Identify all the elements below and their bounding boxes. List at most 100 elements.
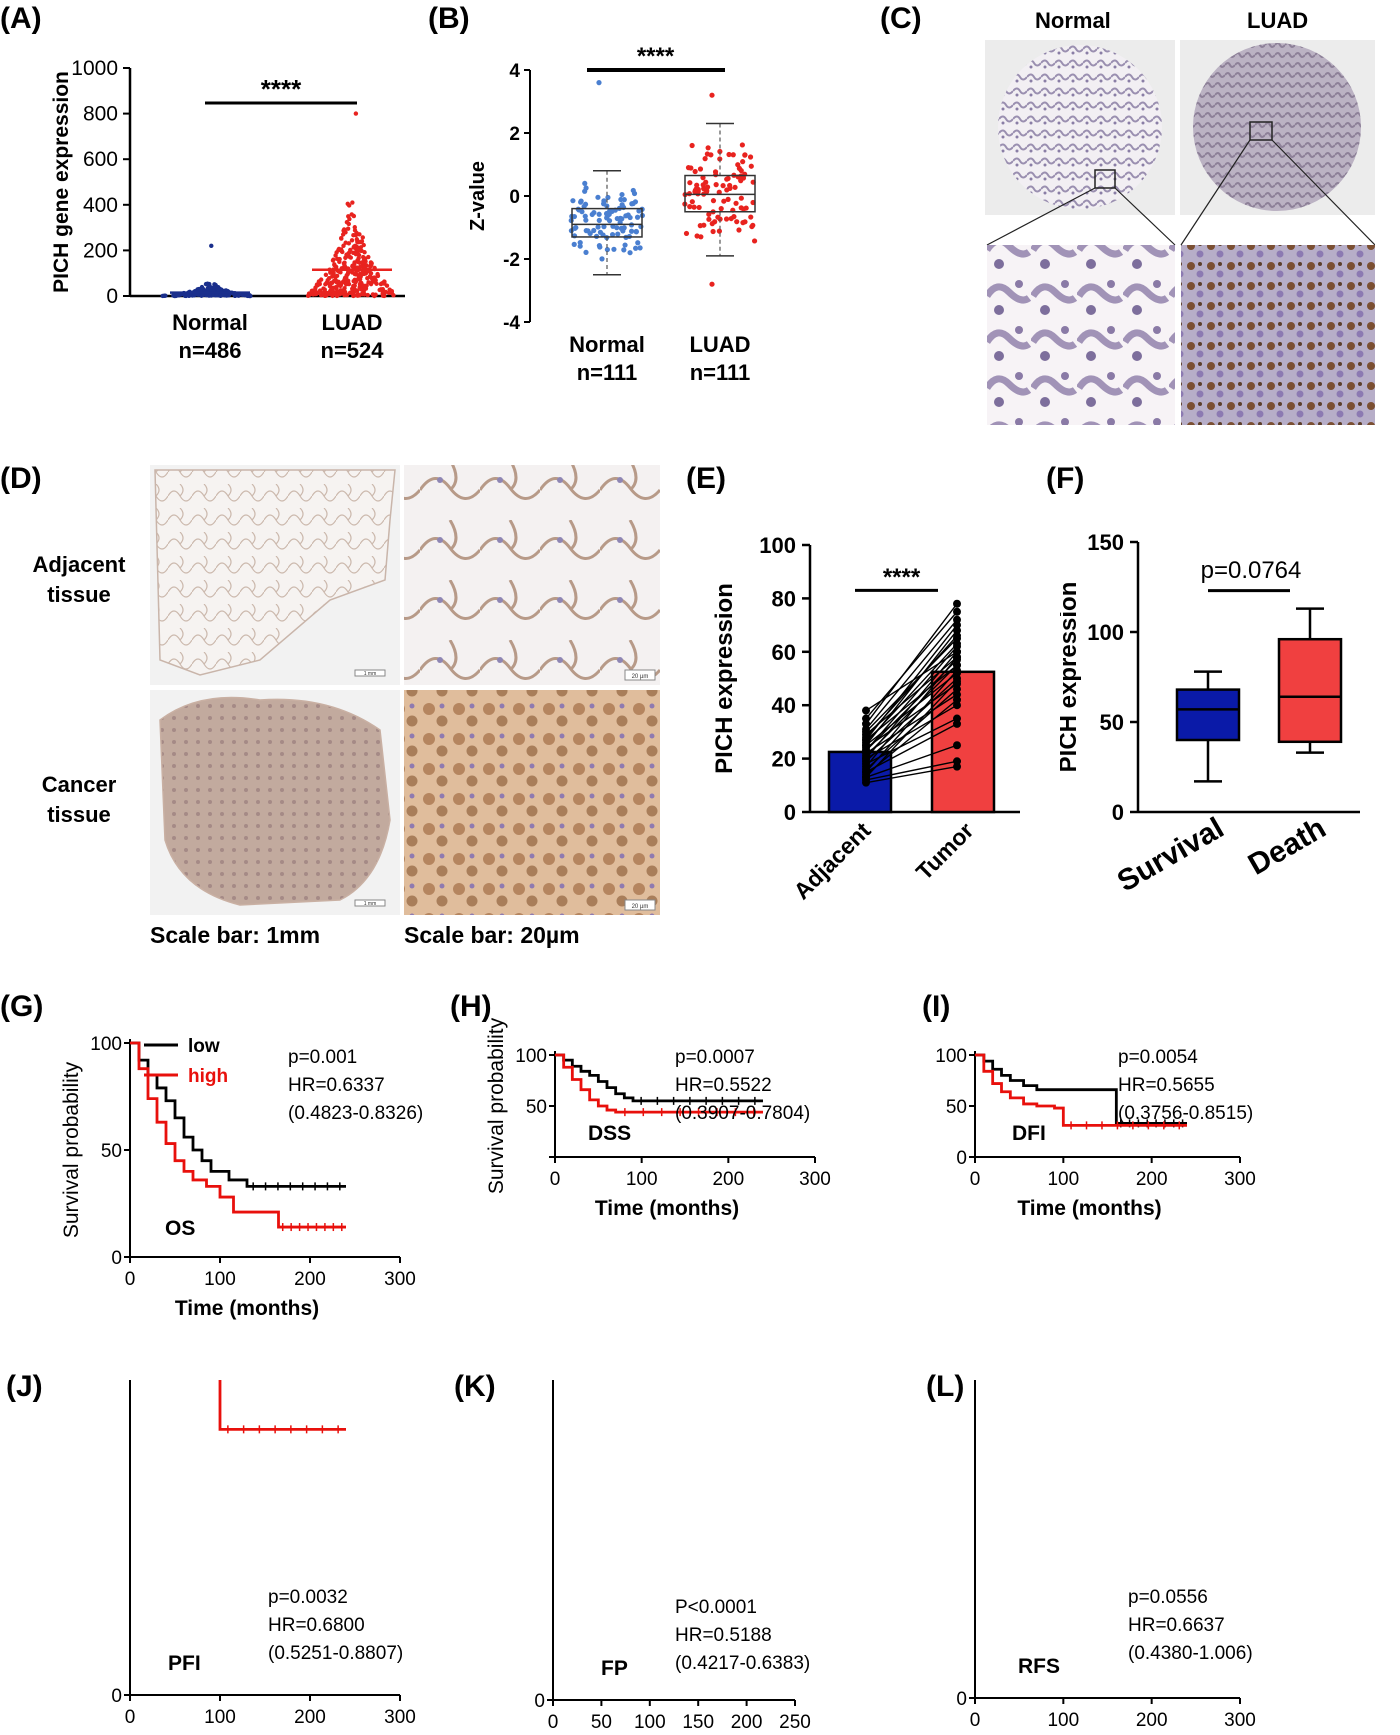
data-point — [953, 741, 961, 750]
y-tick-label: 100 — [759, 533, 796, 558]
scale-bar-20um-label: Scale bar: 20µm — [404, 922, 580, 948]
box-death — [1277, 637, 1343, 744]
data-point — [360, 270, 365, 275]
data-point — [348, 247, 353, 253]
significance-stars: **** — [883, 564, 921, 591]
box-survival — [1175, 688, 1241, 742]
data-point — [686, 191, 693, 197]
x-category-label: LUAD — [321, 310, 382, 335]
x-tick-label: 100 — [634, 1712, 666, 1733]
data-point — [862, 706, 870, 715]
data-point — [359, 292, 365, 297]
panel-c-ihc: Normal LUAD — [985, 0, 1375, 430]
data-point — [749, 223, 755, 230]
stat-annotation: HR=0.5655 — [1118, 1075, 1215, 1096]
data-point — [604, 246, 610, 253]
data-point — [342, 263, 347, 268]
x-category-n: n=486 — [179, 338, 242, 363]
y-tick-label: 0 — [956, 1689, 967, 1710]
x-category-label: LUAD — [689, 332, 750, 357]
data-point — [315, 282, 320, 288]
data-point — [582, 213, 588, 219]
data-point — [355, 277, 361, 282]
data-point — [368, 263, 374, 268]
pair-line — [865, 645, 958, 752]
data-point — [365, 275, 370, 281]
data-point — [725, 175, 731, 182]
y-tick-label: 2 — [509, 124, 520, 145]
endpoint-label: OS — [165, 1217, 195, 1240]
data-point — [615, 231, 621, 237]
endpoint-label: DFI — [1012, 1122, 1046, 1145]
data-point — [337, 283, 342, 288]
pair-line — [865, 744, 958, 778]
panel-label-e: (E) — [686, 462, 726, 495]
data-point — [349, 291, 355, 296]
data-point — [621, 247, 627, 253]
data-point — [174, 293, 180, 298]
x-tick-label: 250 — [779, 1712, 811, 1733]
panel-label-b: (B) — [428, 2, 470, 35]
data-point — [203, 281, 209, 287]
y-tick-label: 4 — [509, 61, 520, 82]
pair-line — [865, 656, 958, 768]
data-point — [726, 151, 732, 158]
chart-k-km: 050100050100150200250Time (months)Surviv… — [534, 1380, 811, 1733]
data-point — [344, 273, 349, 278]
data-point — [605, 194, 611, 201]
data-point — [742, 152, 748, 158]
data-point — [365, 292, 370, 298]
pair-line — [865, 603, 958, 725]
x-category-n: n=111 — [690, 360, 751, 385]
y-tick-label: 0 — [111, 1686, 122, 1707]
data-point — [691, 204, 697, 210]
data-point — [577, 243, 583, 249]
chart-e-paired-bar: 0 20 40 60 80 100 PICH expression Adjacent Tumor… — [711, 533, 1020, 904]
significance-stars: **** — [261, 74, 302, 104]
data-point — [633, 229, 639, 235]
endpoint-label: FP — [601, 1657, 628, 1680]
data-point — [364, 263, 369, 268]
data-point — [349, 238, 355, 243]
data-point — [382, 279, 387, 284]
data-point — [627, 214, 633, 221]
pair-line — [865, 760, 958, 781]
stat-annotation: p=0.0556 — [1128, 1587, 1208, 1608]
y-tick-label: 20 — [772, 747, 796, 772]
y-tick-label: 150 — [1087, 530, 1124, 555]
y-tick-label: 60 — [772, 640, 796, 665]
data-point — [732, 184, 738, 190]
data-point — [337, 259, 342, 265]
x-tick-label: 0 — [970, 1710, 981, 1731]
panel-d-row-adjacent: Adjacent tissue — [32, 552, 126, 607]
data-point — [346, 214, 351, 219]
data-point — [700, 182, 706, 188]
data-point — [353, 251, 359, 257]
data-point — [596, 80, 602, 86]
stat-annotation: p=0.0054 — [1118, 1047, 1198, 1068]
data-point — [339, 247, 344, 252]
data-point — [362, 285, 367, 291]
pair-line — [865, 630, 958, 746]
y-tick-label: 600 — [83, 148, 118, 171]
y-tick-label: 0 — [1112, 800, 1124, 825]
data-point — [218, 293, 223, 299]
x-tick-label: 0 — [970, 1169, 981, 1190]
y-tick-label: 80 — [772, 586, 796, 611]
data-point — [353, 243, 358, 248]
data-point — [344, 252, 350, 257]
data-point — [325, 291, 331, 296]
data-point — [720, 183, 726, 189]
data-point — [595, 224, 601, 230]
scale-tag-20um-bottom: 20 µm — [632, 904, 649, 910]
data-point — [635, 240, 641, 246]
endpoint-label: DSS — [588, 1122, 631, 1145]
data-point — [320, 290, 325, 296]
x-tick-label: 0 — [548, 1712, 559, 1733]
x-tick-label: 300 — [799, 1169, 831, 1190]
y-tick-label: 200 — [83, 239, 118, 262]
chart-h-km: 50 100 0 100 200 300 Time (months) Survival pro… — [485, 1017, 831, 1220]
data-point — [725, 196, 731, 202]
stat-annotation: p=0.001 — [288, 1047, 357, 1068]
